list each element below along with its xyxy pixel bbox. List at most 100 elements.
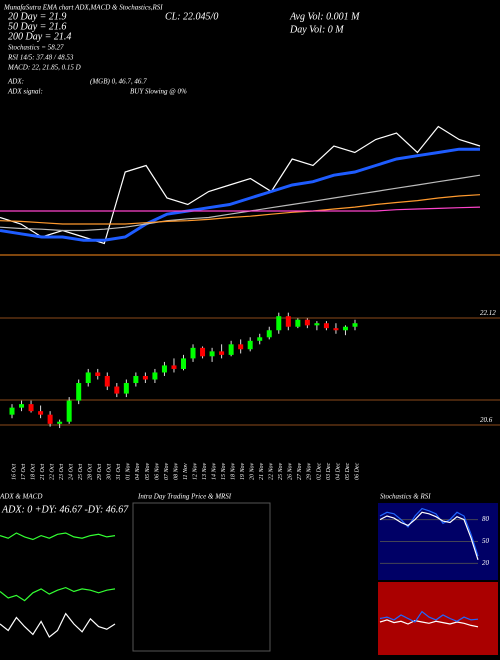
annotation: 50 Day = 21.6 xyxy=(8,21,66,32)
x-tick-label: 04 Dec xyxy=(334,463,341,480)
x-tick-label: 15 Nov xyxy=(221,462,227,480)
x-tick-label: 11 Nov xyxy=(183,463,189,480)
candle-body xyxy=(38,411,44,415)
annotation: 200 Day = 21.4 xyxy=(8,31,71,42)
candle-body xyxy=(247,340,253,350)
candle-body xyxy=(333,328,339,331)
series-line xyxy=(0,586,116,602)
candle-body xyxy=(285,316,291,327)
candle-body xyxy=(200,347,206,357)
x-tick-label: 24 Oct xyxy=(68,464,75,480)
x-tick-label: 16 Oct xyxy=(11,464,17,480)
chart-title: MunafaSutra EMA chart ADX,MACD & Stochas… xyxy=(3,4,163,12)
annotation: ADX signal: xyxy=(7,88,43,96)
candle-body xyxy=(238,344,244,350)
candle-body xyxy=(209,351,215,357)
candle-body xyxy=(342,326,348,331)
candle-body xyxy=(190,347,196,359)
annotation: RSI 14/5: 37.48 / 48.53 xyxy=(7,54,74,62)
candle-body xyxy=(19,404,25,408)
candle-body xyxy=(257,337,263,341)
x-tick-label: 28 Oct xyxy=(88,464,94,480)
annotation: ADX: xyxy=(7,78,24,86)
x-tick-label: 07 Nov xyxy=(164,462,170,480)
x-tick-label: 18 Oct xyxy=(30,464,36,480)
series-line xyxy=(0,174,481,232)
candle-body xyxy=(28,404,34,412)
annotation: Day Vol: 0 M xyxy=(289,24,344,35)
candle-body xyxy=(85,372,91,384)
candle-body xyxy=(314,323,320,326)
annotation: Avg Vol: 0.001 M xyxy=(289,11,360,22)
x-tick-label: 13 Nov xyxy=(202,462,208,480)
panel-title: Intra Day Trading Price & MRSI xyxy=(137,493,232,501)
candle-body xyxy=(95,372,101,376)
series-line xyxy=(0,125,481,245)
y-tick-label: 80 xyxy=(482,515,490,523)
x-tick-label: 05 Nov xyxy=(145,462,151,480)
panel-title: ADX & MACD xyxy=(0,493,42,501)
annotation: Stochastics = 58.27 xyxy=(8,44,64,52)
series-line xyxy=(379,610,479,623)
x-tick-label: 29 Oct xyxy=(97,464,103,480)
x-tick-label: 20 Nov xyxy=(250,462,256,480)
x-tick-label: 03 Dec xyxy=(326,463,332,480)
y-tick-label: 50 xyxy=(482,537,490,545)
series-line xyxy=(0,206,481,212)
candle-body xyxy=(47,414,53,424)
candle-body xyxy=(114,386,120,394)
series-line xyxy=(379,507,479,557)
x-tick-label: 30 Oct xyxy=(107,464,113,481)
annotation: (MGB) 0, 46.7, 46.7 xyxy=(90,78,147,86)
annotation: ADX: 0 +DY: 46.67 -DY: 46.67 xyxy=(1,504,129,515)
candle-body xyxy=(228,344,234,355)
x-tick-label: 05 Dec xyxy=(345,463,351,480)
candle-body xyxy=(219,351,225,355)
candle-body xyxy=(266,330,272,338)
x-tick-label: 19 Nov xyxy=(240,462,246,480)
annotation: 20 Day = 21.9 xyxy=(8,11,66,22)
x-tick-label: 31 Oct xyxy=(116,464,122,481)
series-line xyxy=(0,194,481,225)
x-tick-label: 22 Oct xyxy=(49,464,55,480)
series-line xyxy=(0,612,116,638)
x-tick-label: 04 Nov xyxy=(134,462,141,480)
candle-body xyxy=(181,358,186,369)
intraday-box xyxy=(132,502,271,652)
series-line xyxy=(379,619,479,628)
candle-body xyxy=(133,375,139,384)
x-tick-label: 18 Nov xyxy=(231,462,237,480)
panel-title: Stochastics & RSI xyxy=(380,493,431,501)
x-tick-label: 26 Nov xyxy=(288,462,294,480)
x-tick-label: 06 Dec xyxy=(354,463,360,480)
y-tick-label: 22.12 xyxy=(480,309,496,317)
x-tick-label: 25 Nov xyxy=(278,462,284,480)
candle-body xyxy=(352,323,358,327)
x-tick-label: 22 Nov xyxy=(269,462,275,480)
x-tick-label: 01 Nov xyxy=(126,462,132,480)
candle-body xyxy=(152,372,158,380)
y-tick-label: 20.6 xyxy=(480,416,493,424)
candle-body xyxy=(295,319,301,327)
y-tick-label: 20 xyxy=(482,559,490,567)
candle-body xyxy=(9,407,15,415)
candle-body xyxy=(57,421,63,424)
x-tick-label: 08 Nov xyxy=(173,462,179,480)
candle-body xyxy=(76,383,82,401)
candle-body xyxy=(323,323,329,329)
x-tick-label: 29 Nov xyxy=(307,462,313,480)
x-tick-label: 27 Nov xyxy=(297,462,303,480)
candle-body xyxy=(142,375,148,380)
candle-body xyxy=(276,316,282,331)
x-tick-label: 23 Oct xyxy=(59,464,65,480)
annotation: MACD: 22, 21.85, 0.15 D xyxy=(7,64,81,72)
x-tick-label: 12 Nov xyxy=(192,462,198,480)
annotation: BUY Slowing @ 0% xyxy=(130,88,187,96)
x-tick-label: 21 Oct xyxy=(40,464,46,480)
x-tick-label: 06 Nov xyxy=(154,462,160,480)
candle-body xyxy=(171,365,177,369)
x-tick-label: 02 Dec xyxy=(316,463,322,480)
series-line xyxy=(0,532,116,541)
candle-body xyxy=(104,375,110,387)
